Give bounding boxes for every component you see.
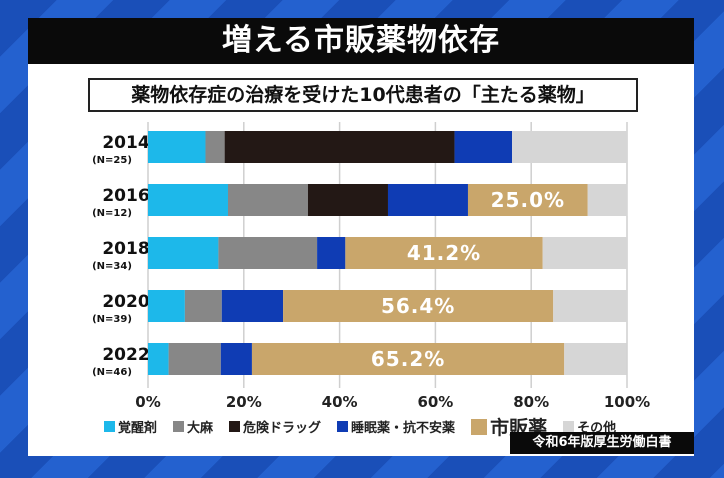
bar-segment-1 <box>184 290 222 322</box>
bar-segment-3 <box>220 343 252 375</box>
legend-swatch <box>337 421 349 432</box>
bar-segment-5 <box>512 131 627 163</box>
bar-segment-0 <box>148 343 169 375</box>
bar-segment-0 <box>148 290 185 322</box>
data-label: 25.0% <box>491 188 565 212</box>
x-tick-label: 40% <box>322 393 358 411</box>
bar-segment-5 <box>553 290 627 322</box>
bar-segment-0 <box>148 184 228 216</box>
category-n: (N=46) <box>92 367 132 378</box>
bar-segment-1 <box>227 184 308 216</box>
legend-swatch <box>563 421 575 432</box>
bar-segment-5 <box>564 343 627 375</box>
bar-segment-1 <box>168 343 221 375</box>
bar-segment-1 <box>205 131 225 163</box>
legend-swatch <box>229 421 241 432</box>
category-year: 2022 <box>102 345 149 365</box>
category-year: 2016 <box>102 186 149 206</box>
x-tick-label: 100% <box>604 393 650 411</box>
x-tick-label: 80% <box>513 393 549 411</box>
legend-label: 大麻 <box>187 421 214 436</box>
bar-segment-1 <box>218 237 318 269</box>
bar-segment-4 <box>283 290 554 322</box>
legend-label: 覚醒剤 <box>118 421 158 436</box>
legend-swatch <box>471 418 488 435</box>
bar-segment-2 <box>224 131 455 163</box>
legend-label: 危険ドラッグ <box>243 421 322 436</box>
category-n: (N=12) <box>92 208 132 219</box>
bar-segment-0 <box>148 237 219 269</box>
bar-segment-3 <box>221 290 284 322</box>
bar-segment-2 <box>307 184 388 216</box>
legend-swatch <box>104 421 115 432</box>
data-label: 41.2% <box>407 241 481 265</box>
page-title: 増える市販薬物依存 <box>28 18 694 64</box>
bar-segment-4 <box>251 343 565 375</box>
source-label: 令和6年版厚生労働白書 <box>510 432 694 454</box>
bar-segment-0 <box>148 131 206 163</box>
bar-segment-3 <box>317 237 346 269</box>
legend-item: 大麻 <box>173 417 213 436</box>
legend-item: 睡眠薬・抗不安薬 <box>337 417 455 436</box>
bar-segment-3 <box>387 184 468 216</box>
category-n: (N=34) <box>92 261 132 272</box>
category-year: 2014 <box>102 133 149 153</box>
bar-segment-4 <box>467 184 588 216</box>
chart-title: 薬物依存症の治療を受けた10代患者の「主たる薬物」 <box>88 78 638 112</box>
legend-item: 危険ドラッグ <box>229 417 321 436</box>
bar-segment-5 <box>587 184 628 216</box>
x-tick-label: 20% <box>226 393 262 411</box>
data-label: 56.4% <box>381 294 455 318</box>
x-tick-label: 0% <box>135 393 160 411</box>
legend-label: 睡眠薬・抗不安薬 <box>351 421 456 436</box>
data-label: 65.2% <box>371 347 445 371</box>
category-n: (N=39) <box>92 314 132 325</box>
x-tick-label: 60% <box>417 393 453 411</box>
category-n: (N=25) <box>92 155 132 166</box>
category-year: 2018 <box>102 239 149 259</box>
legend-swatch <box>173 421 185 432</box>
bar-segment-4 <box>345 237 543 269</box>
legend-item: 覚醒剤 <box>104 417 157 436</box>
bar-segment-5 <box>542 237 627 269</box>
category-year: 2020 <box>102 292 149 312</box>
bar-segment-3 <box>454 131 513 163</box>
